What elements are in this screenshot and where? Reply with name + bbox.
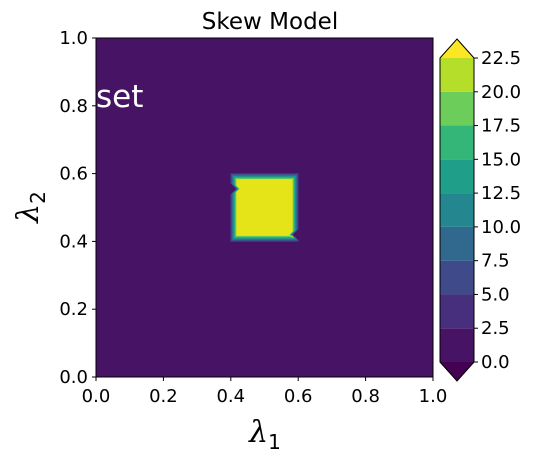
x-tick-label: 0.6 bbox=[284, 386, 313, 407]
y-axis-label-subscript: 2 bbox=[26, 191, 50, 204]
colorbar-segment bbox=[440, 58, 474, 92]
colorbar-segment bbox=[440, 125, 474, 160]
x-tick-label: 0.0 bbox=[82, 386, 111, 407]
colorbar-tick-label: 0.0 bbox=[481, 352, 510, 373]
colorbar-tick-label: 22.5 bbox=[481, 48, 521, 69]
colorbar-segment bbox=[440, 91, 474, 126]
y-tick-label: 0.0 bbox=[59, 367, 88, 388]
y-tick-label: 0.4 bbox=[59, 231, 88, 252]
colorbar-tick-label: 10.0 bbox=[481, 217, 521, 238]
colorbar-tick-label: 7.5 bbox=[481, 251, 510, 272]
x-tick-label: 0.2 bbox=[149, 386, 178, 407]
colorbar-segment bbox=[440, 159, 474, 194]
colorbar-over-extension bbox=[440, 39, 474, 58]
colorbar-tick-label: 17.5 bbox=[481, 116, 521, 137]
colorbar-segment bbox=[440, 328, 474, 362]
colorbar-tick-label: 5.0 bbox=[481, 284, 510, 305]
x-tick-label: 0.4 bbox=[216, 386, 245, 407]
y-axis-label: λ2 bbox=[11, 191, 50, 224]
annotation-label: set bbox=[96, 79, 143, 115]
y-axis-ticks: 0.0 0.2 0.4 0.6 0.8 1.0 bbox=[59, 28, 96, 388]
plot-frame bbox=[95, 37, 434, 378]
colorbar-tick-label: 15.0 bbox=[481, 149, 521, 170]
x-tick-label: 0.8 bbox=[351, 386, 380, 407]
x-axis-label-subscript: 1 bbox=[268, 430, 281, 454]
colorbar-segment bbox=[440, 260, 474, 295]
x-axis-label: λ1 bbox=[248, 415, 281, 454]
x-axis-label-symbol: λ bbox=[248, 415, 268, 450]
y-tick-label: 0.8 bbox=[59, 96, 88, 117]
colorbar-segment bbox=[440, 226, 474, 261]
colorbar: 0.0 2.5 5.0 7.5 10.0 12.5 15.0 17.5 20.0 22.5 bbox=[439, 38, 521, 382]
y-tick-label: 0.6 bbox=[59, 164, 88, 185]
colorbar-segment bbox=[440, 193, 474, 227]
colorbar-segment bbox=[440, 294, 474, 329]
y-tick-label: 0.2 bbox=[59, 299, 88, 320]
y-tick-label: 1.0 bbox=[59, 28, 88, 49]
plot-area bbox=[95, 37, 434, 378]
colorbar-under-extension bbox=[440, 362, 474, 381]
chart-title: Skew Model bbox=[202, 9, 338, 35]
y-axis-label-symbol: λ bbox=[11, 204, 46, 224]
colorbar-tick-label: 2.5 bbox=[481, 318, 510, 339]
contour-band-8 bbox=[236, 179, 293, 238]
x-axis-ticks: 0.0 0.2 0.4 0.6 0.8 1.0 bbox=[82, 377, 448, 407]
colorbar-tick-label: 12.5 bbox=[481, 183, 521, 204]
x-tick-label: 1.0 bbox=[419, 386, 448, 407]
colorbar-tick-label: 20.0 bbox=[481, 82, 521, 103]
